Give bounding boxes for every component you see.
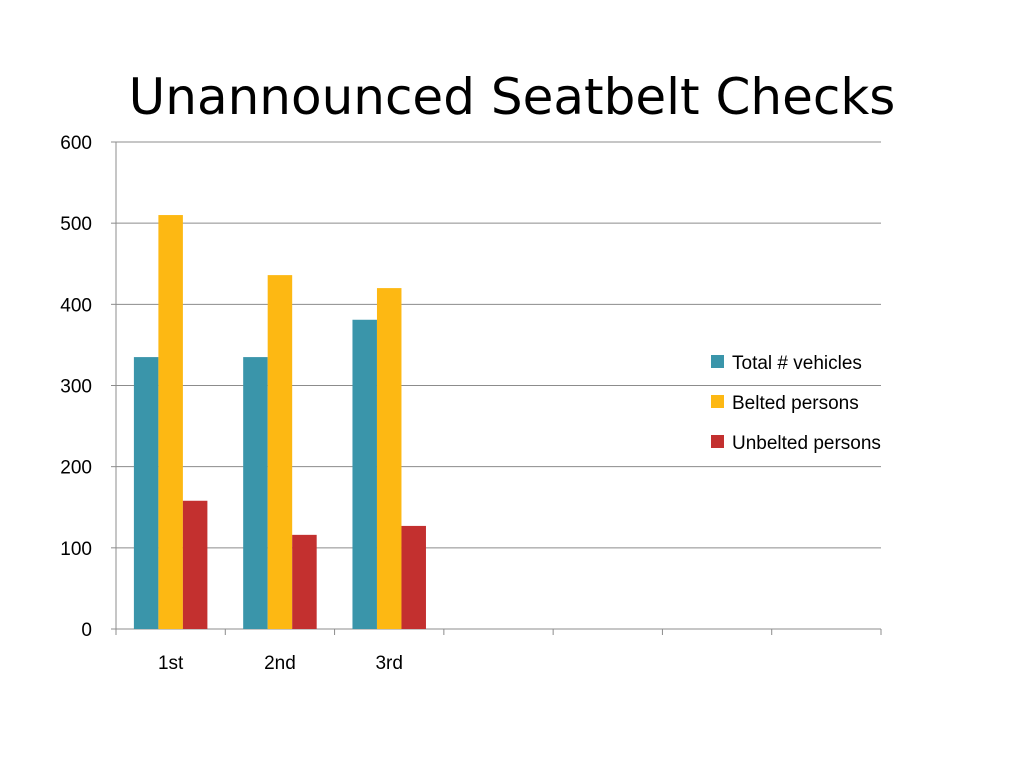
legend: Total # vehicles Belted persons Unbelted p… (711, 353, 881, 454)
y-axis-ticks: 0 100 200 300 400 500 600 (60, 133, 116, 641)
x-tick-label: 1st (158, 653, 184, 674)
bar-unbelted-persons-1st (182, 500, 208, 629)
page-title: Unannounced Seatbelt Checks (128, 68, 896, 126)
bar-belted-persons-2nd (267, 275, 293, 629)
legend-label: Total # vehicles (732, 353, 862, 374)
bar-total-vehicles-1st (133, 357, 159, 629)
y-tick-label: 100 (60, 539, 92, 560)
bar-total-vehicles-2nd (243, 357, 268, 629)
y-tick-label: 400 (60, 295, 92, 316)
y-tick-label: 200 (60, 458, 92, 479)
y-tick-label: 500 (60, 214, 92, 235)
bar-belted-persons-3rd (376, 288, 402, 629)
y-tick-label: 300 (60, 377, 92, 398)
x-tick-label: 2nd (264, 653, 296, 674)
bars (133, 215, 426, 630)
y-tick-label: 0 (81, 620, 92, 641)
gridlines (116, 141, 881, 549)
x-axis-ticks: 1st 2nd 3rd (115, 629, 882, 674)
bar-unbelted-persons-3rd (401, 525, 426, 629)
bar-belted-persons-1st (158, 215, 183, 630)
legend-label: Unbelted persons (732, 433, 881, 454)
y-tick-label: 600 (60, 133, 92, 154)
bar-unbelted-persons-2nd (292, 534, 317, 629)
legend-label: Belted persons (732, 393, 859, 414)
legend-swatch (711, 355, 724, 368)
x-tick-label: 3rd (375, 653, 402, 674)
bar-total-vehicles-3rd (352, 319, 377, 629)
legend-swatch (711, 395, 724, 408)
legend-swatch (711, 435, 724, 448)
